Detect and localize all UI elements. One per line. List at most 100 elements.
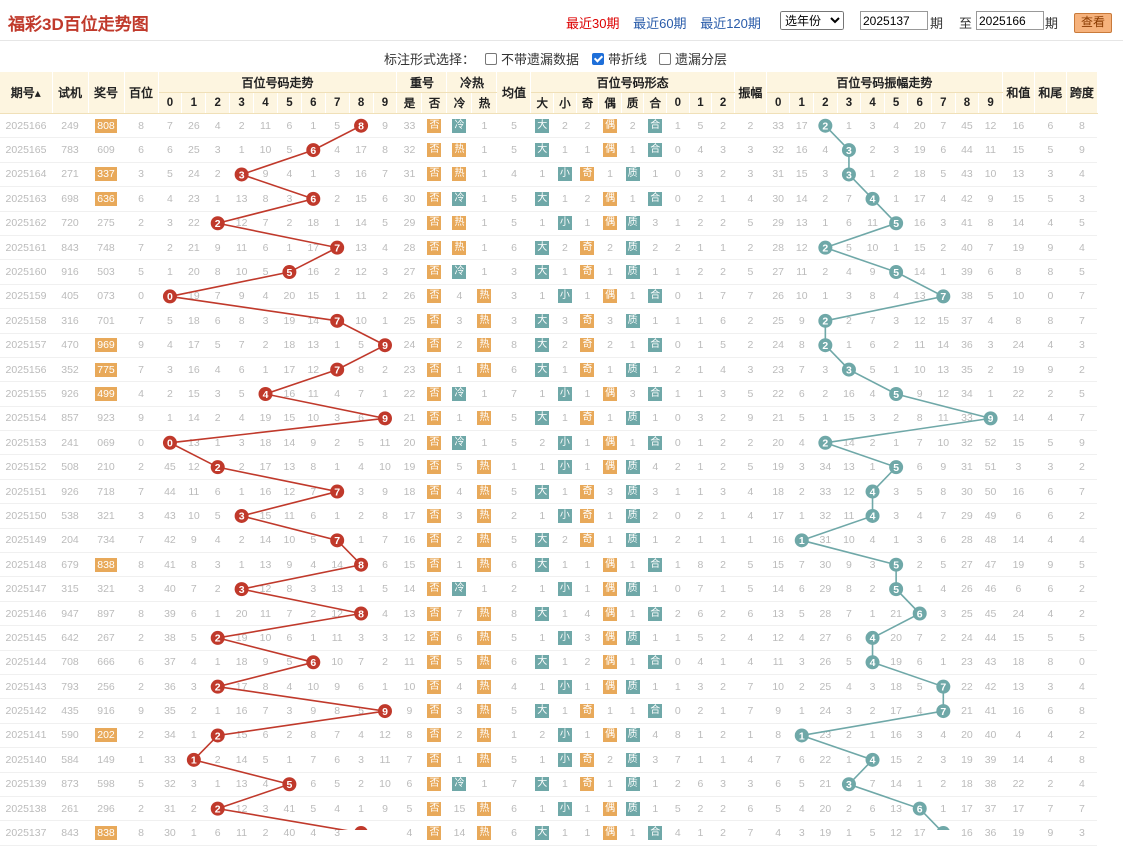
- checkbox-icon[interactable]: [659, 52, 671, 65]
- amp-trend-cell: 2: [837, 723, 861, 749]
- form-badge: 小: [557, 508, 572, 523]
- tail-cell: 8: [1034, 308, 1067, 334]
- form-cell: 2: [666, 601, 690, 627]
- trend-cell: 11: [253, 113, 278, 139]
- to-period-input[interactable]: [976, 11, 1044, 30]
- span-cell: 2: [1066, 601, 1098, 627]
- amp-trend-cell: 20: [813, 796, 838, 822]
- hot-cell-badge: 热: [477, 362, 492, 377]
- form-cell: 1: [643, 528, 667, 554]
- table-row: 2025162 720 275 2 3 22 12 7 2 18 1 14 5 29 否热 1 5 1 小 1 偶质 3 1…: [0, 211, 1098, 236]
- tail-cell: 4: [1034, 406, 1067, 432]
- form-badge: 大: [535, 655, 550, 670]
- avg-cell: 5: [496, 479, 531, 505]
- form-cell: 1: [666, 259, 690, 285]
- view-button[interactable]: 查看: [1074, 13, 1112, 33]
- trend-cell: 19: [253, 406, 278, 432]
- hundred-cell: 8: [124, 820, 158, 846]
- amp-cell: 2: [734, 235, 767, 261]
- dup-no-badge: 否: [427, 630, 442, 645]
- form-cell: 3: [553, 308, 577, 334]
- trend-cell: 1: [325, 333, 350, 358]
- form-badge: 合: [648, 118, 663, 133]
- amp-trend-cell: 14: [766, 576, 790, 602]
- amp-trend-cell: [813, 113, 838, 139]
- trend-cell: 1: [277, 747, 302, 773]
- amp-trend-cell: 4: [789, 625, 814, 651]
- trend-cell: 5: [373, 211, 397, 236]
- amp-trend-cell: 21: [766, 406, 790, 432]
- amp-trend-cell: 17: [766, 503, 790, 529]
- period-30-link[interactable]: 最近30期: [566, 16, 620, 31]
- table-row: 2025154 857 923 9 1 14 2 4 19 15 10 3 6 21 否 1 热 5 大 1 奇 1 质 1 0…: [0, 406, 1098, 432]
- amp-trend-cell: 7: [860, 308, 885, 334]
- amp-trend-cell: 28: [955, 528, 979, 554]
- trend-cell: 18: [253, 430, 278, 456]
- col-amp-trend: 百位号码振幅走势: [766, 72, 1003, 93]
- col-amp-digit: 0: [766, 92, 791, 114]
- form-cell: 2: [711, 162, 735, 188]
- option-missing-layer[interactable]: 遗漏分层: [659, 49, 727, 68]
- amp-cell: 4: [734, 479, 767, 505]
- option-no-missing[interactable]: 不带遗漏数据: [485, 49, 579, 68]
- amp-cell: 9: [734, 406, 767, 432]
- form-badge: 奇: [580, 362, 595, 377]
- avg-cell: 3: [496, 308, 531, 334]
- amp-trend-cell: 6: [789, 747, 814, 773]
- span-cell: 2: [1066, 503, 1098, 529]
- issue-cell: 2025154: [0, 406, 52, 432]
- table-row: 2025158 316 701 7 5 18 6 8 3 19 14 10 1 25 否 3 热 3 大 3 奇 3 质 1 1…: [0, 308, 1098, 334]
- form-cell: 1: [643, 308, 667, 334]
- amp-trend-cell: 30: [813, 552, 838, 578]
- amp-cell: 4: [734, 503, 767, 529]
- amp-trend-cell: 2: [907, 747, 932, 773]
- form-cell: 1: [621, 333, 644, 358]
- amp-trend-cell: 19: [813, 820, 838, 846]
- amp-trend-cell: 23: [766, 357, 790, 383]
- form-cell: 大: [530, 308, 554, 334]
- amp-cell: 4: [734, 650, 767, 675]
- sum-cell: 16: [1002, 113, 1035, 139]
- hot-cell: 1: [471, 259, 497, 285]
- amp-trend-cell: 8: [789, 333, 814, 358]
- period-60-link[interactable]: 最近60期: [633, 16, 687, 31]
- qi-label: 期: [930, 16, 944, 31]
- span-cell: 2: [1066, 723, 1098, 749]
- trial-cell: 204: [52, 528, 88, 554]
- amp-trend-cell: 20: [884, 625, 908, 651]
- col-amp-digit: 2: [813, 92, 838, 114]
- trend-cell: 7: [349, 650, 374, 675]
- option-polyline[interactable]: 带折线: [592, 49, 647, 68]
- amp-trend-cell: 13: [931, 357, 956, 383]
- prize-cell: 838: [88, 552, 124, 578]
- prize-highlight: 636: [95, 191, 117, 206]
- period-120-link[interactable]: 最近120期: [700, 16, 761, 31]
- amp-cell: 1: [734, 723, 767, 749]
- trend-cell: 17: [349, 137, 374, 163]
- trend-cell: 3: [349, 479, 374, 505]
- form-badge: 大: [535, 826, 550, 841]
- from-period-input[interactable]: [860, 11, 928, 30]
- year-select[interactable]: 选年份: [780, 11, 844, 30]
- trend-cell: [205, 211, 230, 236]
- dup-no-badge: 否: [427, 826, 442, 841]
- trend-cell: 5: [229, 381, 254, 407]
- trend-cell: 2: [253, 820, 278, 846]
- form-cell: 小: [553, 747, 577, 773]
- amp-trend-cell: 14: [789, 186, 814, 212]
- period-filter: 最近30期 最近60期 最近120期: [566, 13, 771, 32]
- checkbox-icon[interactable]: [485, 52, 497, 65]
- trend-cell: [301, 650, 326, 675]
- amp-trend-cell: 14: [837, 430, 861, 456]
- amp-trend-cell: 40: [978, 723, 1003, 749]
- hot-cell: 热: [471, 650, 497, 675]
- form-cell: 1: [553, 650, 577, 675]
- amp-trend-cell: [931, 698, 956, 724]
- form-badge: 偶: [603, 435, 618, 450]
- checkbox-checked-icon[interactable]: [592, 52, 604, 65]
- amp-trend-cell: 25: [766, 308, 790, 334]
- amp-trend-cell: 12: [978, 113, 1003, 139]
- issue-cell: 2025166: [0, 113, 52, 139]
- zhi-label: 至: [959, 16, 973, 31]
- trend-cell: [229, 576, 254, 602]
